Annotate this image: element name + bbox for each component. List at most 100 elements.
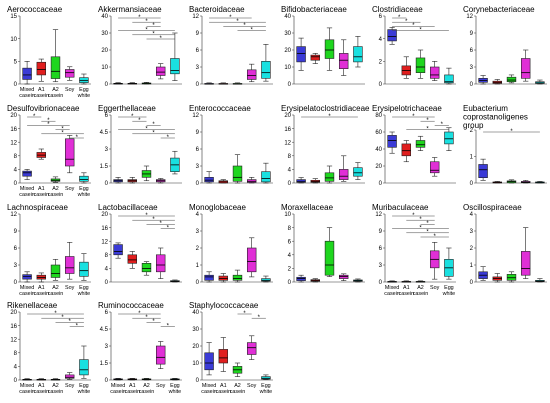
y-tick-label: 4: [14, 168, 18, 174]
box-iqr: [401, 143, 412, 157]
x-tick-label: casein: [34, 93, 50, 99]
x-tick-label: casein: [110, 389, 126, 395]
y-tick-label: 8: [288, 226, 292, 232]
y-tick-label: 5: [14, 60, 18, 66]
box-a1-casein: [127, 82, 138, 85]
box-iqr: [218, 349, 229, 364]
y-tick-label: 0: [196, 280, 200, 286]
y-tick-label: 4.5: [100, 327, 109, 333]
box-soy: [64, 242, 75, 280]
box-egg-white: [535, 79, 545, 85]
y-tick-label: 2: [379, 60, 383, 66]
y-tick-label: 16: [101, 226, 108, 232]
x-tick-label: white: [77, 192, 91, 198]
box-iqr: [478, 164, 488, 178]
significance-star: *: [258, 315, 261, 321]
significance-star: *: [167, 323, 170, 329]
box-a2-casein: [506, 74, 517, 84]
box-mixed-casein: [22, 61, 32, 85]
y-tick-label: 4: [379, 37, 383, 43]
box-iqr: [64, 138, 75, 167]
y-tick-label: 3: [196, 65, 200, 71]
y-tick-label: 12: [466, 14, 473, 20]
box-iqr: [261, 376, 271, 380]
x-tick-label: Soy: [65, 383, 75, 389]
significance-star: *: [61, 315, 64, 321]
box-a2-casein: [415, 135, 426, 151]
box-iqr: [310, 54, 321, 61]
x-tick-label: white: [77, 291, 91, 297]
significance-star: *: [145, 315, 148, 321]
y-tick-label: 8: [14, 351, 18, 357]
box-egg-white: [353, 278, 363, 283]
y-tick-label: 6: [14, 246, 18, 252]
significance-star: *: [419, 27, 422, 33]
x-tick-label: A1: [38, 285, 45, 291]
significance-star: *: [152, 217, 155, 223]
x-tick-label: white: [168, 389, 182, 395]
y-tick-label: 0: [14, 280, 18, 286]
panel-eggerthellaceae: Eggerthellaceae 0 1.5 3 4.5 6 * * * * * *: [98, 104, 182, 187]
box-iqr: [127, 254, 138, 264]
y-tick-label: 0: [14, 82, 18, 88]
panel-title: Eggerthellaceae: [98, 104, 156, 113]
y-tick-label: 2: [196, 246, 200, 252]
y-tick-label: 4.5: [100, 130, 109, 136]
box-iqr: [520, 58, 531, 79]
box-soy: [246, 335, 257, 360]
box-a2-casein: [232, 154, 243, 184]
x-tick-label: Mixed: [20, 383, 34, 389]
panel-title: Aerococcaceae: [7, 5, 63, 14]
box-iqr: [36, 61, 47, 76]
y-tick-label: 3: [196, 164, 200, 170]
y-tick-label: 20: [284, 113, 291, 119]
box-soy: [338, 155, 349, 182]
box-soy: [429, 61, 440, 81]
panel-title: Desulfovibrionaceae: [7, 104, 80, 113]
box-a1-casein: [218, 82, 229, 85]
x-tick-label: Soy: [65, 285, 75, 291]
box-iqr: [218, 275, 229, 281]
box-iqr: [246, 342, 257, 355]
box-iqr: [261, 278, 271, 282]
box-egg-white: [261, 162, 271, 184]
significance-star: *: [138, 118, 141, 124]
box-egg-white: [444, 67, 454, 85]
x-tick-label: casein: [19, 192, 35, 198]
box-iqr: [155, 66, 166, 76]
y-tick-label: 12: [10, 140, 17, 146]
box-iqr: [520, 251, 531, 276]
box-soy: [246, 237, 257, 278]
y-tick-label: 12: [284, 140, 291, 146]
box-soy: [155, 178, 166, 184]
y-tick-label: 4: [196, 212, 200, 218]
y-tick-label: 9: [14, 229, 18, 235]
y-tick-label: 9: [379, 229, 383, 235]
significance-star: *: [160, 36, 163, 42]
box-iqr: [338, 53, 349, 70]
y-tick-label: 40: [375, 147, 382, 153]
x-tick-label: Egg: [444, 285, 454, 291]
box-a1-casein: [401, 140, 412, 163]
significance-star: *: [398, 15, 401, 21]
y-tick-label: 12: [375, 212, 382, 218]
box-iqr: [64, 256, 75, 274]
box-soy: [246, 63, 257, 83]
box-soy: [520, 180, 531, 184]
y-tick-label: 6: [105, 113, 109, 119]
box-a1-casein: [492, 273, 503, 283]
y-tick-label: 12: [10, 337, 17, 343]
significance-star: *: [54, 311, 57, 317]
box-a1-casein: [218, 179, 229, 184]
box-iqr: [64, 374, 75, 379]
box-mixed-casein: [113, 82, 123, 85]
panel-aerococcaceae: Aerococcaceae051015MixedcaseinA1caseinA2…: [7, 5, 91, 99]
x-tick-label: Soy: [65, 186, 75, 192]
y-tick-label: 30: [192, 327, 199, 333]
y-tick-label: 4: [288, 168, 292, 174]
y-tick-label: 8: [288, 154, 292, 160]
y-tick-label: 0: [14, 181, 18, 187]
y-tick-label: 16: [10, 127, 17, 133]
